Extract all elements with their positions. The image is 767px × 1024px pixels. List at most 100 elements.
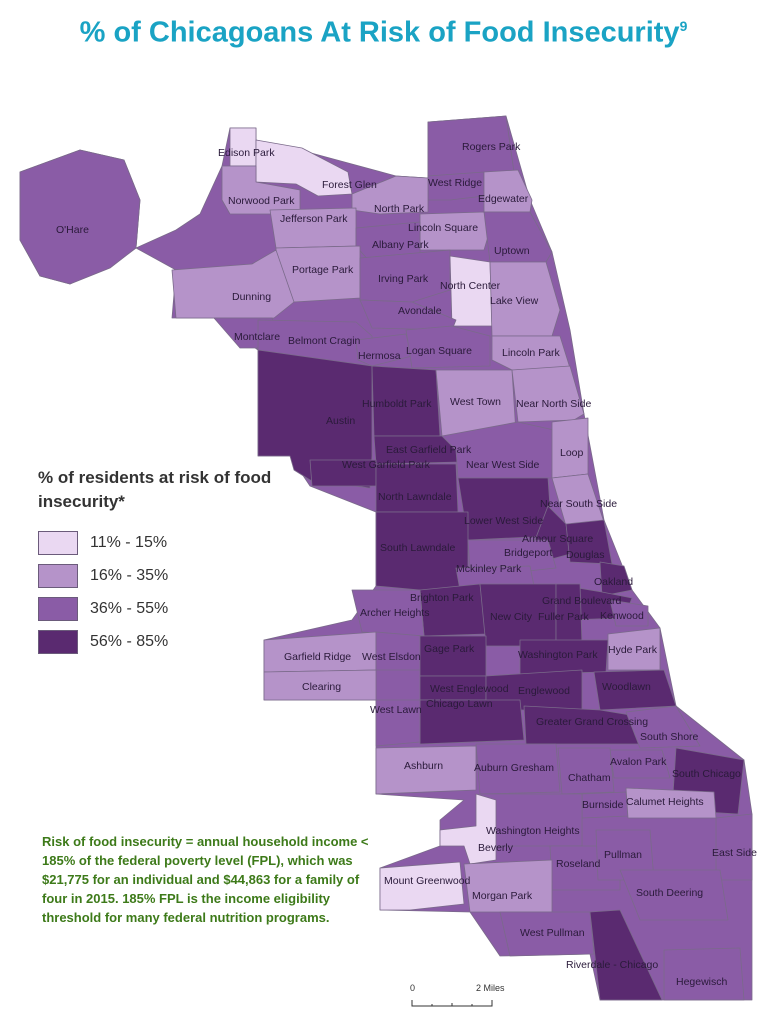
legend-label: 11% - 15%: [90, 533, 168, 551]
neighborhood-area: [405, 325, 491, 369]
neighborhood-area: [625, 705, 701, 749]
neighborhood-label: Mount Greenwood: [384, 875, 471, 887]
neighborhood-area: [359, 299, 457, 331]
neighborhood-label: Woodlawn: [602, 681, 651, 693]
neighborhood-label: Lincoln Park: [502, 347, 561, 359]
legend-swatch-2: [38, 563, 78, 588]
neighborhood-area: [557, 747, 615, 795]
neighborhood-label: East Side: [712, 847, 757, 859]
neighborhood-label: Hermosa: [358, 350, 401, 362]
neighborhood-label: Gage Park: [424, 643, 475, 655]
neighborhood-label: Kenwood: [600, 610, 644, 622]
neighborhood-area: [171, 249, 295, 319]
neighborhood-label: South Lawndale: [380, 542, 455, 554]
neighborhood-label: South Deering: [636, 887, 703, 899]
neighborhood-area: [457, 477, 553, 541]
neighborhood-label: Armour Square: [522, 533, 593, 545]
neighborhood-area: [499, 911, 595, 957]
neighborhood-label: Brighton Park: [410, 592, 474, 604]
neighborhood-area: [483, 211, 553, 263]
neighborhood-area: [375, 745, 477, 795]
neighborhood-label: Montclare: [234, 331, 280, 343]
neighborhood-label: Washington Park: [518, 649, 598, 661]
neighborhood-area: [375, 699, 421, 747]
neighborhood-label: North Park: [374, 203, 425, 215]
neighborhood-area: [419, 635, 487, 677]
neighborhood-label: Uptown: [494, 245, 530, 257]
neighborhood-label: West Lawn: [370, 704, 422, 716]
neighborhood-label: New City: [490, 611, 533, 623]
neighborhood-label: Chicago Lawn: [426, 698, 493, 710]
neighborhood-label: Beverly: [478, 842, 514, 854]
neighborhood-label: Auburn Gresham: [474, 762, 554, 774]
neighborhood-label: Albany Park: [372, 239, 429, 251]
neighborhood-label: Jefferson Park: [280, 213, 348, 225]
neighborhood-label: Ashburn: [404, 760, 443, 772]
legend-item: 56% - 85%: [38, 625, 168, 658]
neighborhood-label: Edgewater: [478, 193, 529, 205]
neighborhood-label: West Town: [450, 396, 501, 408]
neighborhood-label: Near North Side: [516, 398, 591, 410]
neighborhood-label: Greater Grand Crossing: [536, 716, 648, 728]
neighborhood-label: Loop: [560, 447, 584, 459]
scale-end-label: 2 Miles: [476, 983, 505, 993]
neighborhood-label: Grand Boulevard: [542, 595, 622, 607]
neighborhood-label: West Ridge: [428, 177, 482, 189]
neighborhood-label: Clearing: [302, 681, 341, 693]
legend-title: % of residents at risk of food insecurit…: [38, 468, 272, 511]
neighborhood-label: Humboldt Park: [362, 398, 432, 410]
neighborhood-area: [489, 261, 561, 337]
neighborhood-area: [715, 813, 753, 881]
legend-swatch-1: [38, 530, 78, 555]
neighborhood-label: Logan Square: [406, 345, 472, 357]
neighborhood-area: [359, 249, 451, 303]
neighborhood-area: [439, 793, 497, 865]
neighborhood-label: Edison Park: [218, 147, 275, 159]
legend-swatch-3: [38, 596, 78, 621]
neighborhood-area: [255, 139, 353, 197]
legend: 11% - 15% 16% - 35% 36% - 55% 56% - 85%: [38, 526, 168, 658]
neighborhood-label: Portage Park: [292, 264, 354, 276]
neighborhood-area: [355, 333, 413, 367]
neighborhood-label: West Garfield Park: [342, 459, 431, 471]
neighborhood-label: Calumet Heights: [626, 796, 704, 808]
neighborhood-label: Fuller Park: [538, 611, 590, 623]
neighborhood-label: Bridgeport: [504, 547, 553, 559]
legend-label: 36% - 55%: [90, 599, 169, 617]
neighborhood-area: [379, 861, 465, 911]
neighborhood-area: [589, 909, 663, 1001]
neighborhood-label: West Englewood: [430, 683, 509, 695]
neighborhood-label: Garfield Ridge: [284, 651, 351, 663]
neighborhood-label: Morgan Park: [472, 890, 533, 902]
neighborhood-label: Dunning: [232, 291, 271, 303]
title-footnote: 9: [679, 18, 688, 34]
neighborhood-label: Pullman: [604, 849, 642, 861]
neighborhood-label: Rogers Park: [462, 141, 521, 153]
neighborhood-label: Mckinley Park: [456, 563, 522, 575]
neighborhood-label: Chatham: [568, 772, 611, 784]
neighborhood-label: Avondale: [398, 305, 442, 317]
neighborhood-label: Norwood Park: [228, 195, 295, 207]
scale-bar: 0 2 Miles: [410, 983, 505, 1007]
neighborhood-area: [609, 749, 671, 779]
legend-item: 11% - 15%: [38, 526, 168, 559]
legend-item: 16% - 35%: [38, 559, 168, 592]
neighborhood-label: Hyde Park: [608, 644, 658, 656]
neighborhood-label: Lower West Side: [464, 515, 543, 527]
neighborhood-label: Englewood: [518, 685, 570, 697]
neighborhood-label: North Lawndale: [378, 491, 452, 503]
neighborhood-label: West Elsdon: [362, 651, 421, 663]
neighborhood-area: [19, 149, 141, 285]
neighborhood-area: [511, 365, 585, 423]
scale-start-label: 0: [410, 983, 415, 993]
neighborhood-area: [663, 947, 745, 1001]
neighborhood-label: North Center: [440, 280, 501, 292]
title-text: % of Chicagoans At Risk of Food Insecuri…: [79, 16, 680, 49]
neighborhood-area: [463, 859, 553, 913]
neighborhood-label: Austin: [326, 415, 355, 427]
neighborhood-label: Near South Side: [540, 498, 617, 510]
neighborhood-label: South Shore: [640, 731, 699, 743]
neighborhood-label: Washington Heights: [486, 825, 580, 837]
neighborhood-area: [475, 743, 561, 795]
